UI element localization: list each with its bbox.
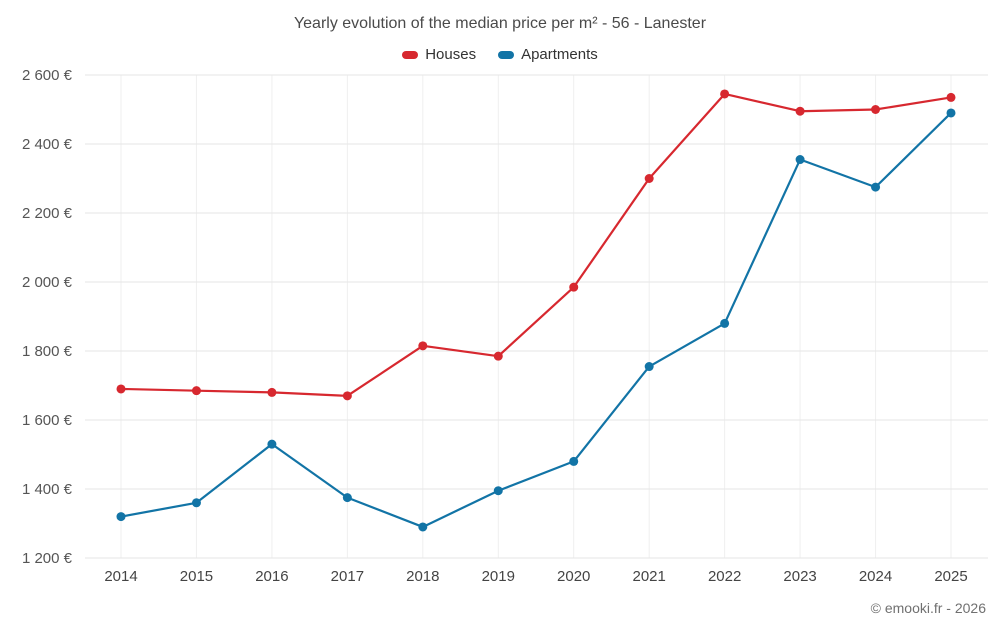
copyright-note: © emooki.fr - 2026 xyxy=(870,600,986,616)
data-point-houses-2021 xyxy=(644,174,654,183)
data-point-houses-2018 xyxy=(418,341,428,351)
y-tick-label: 2 400 € xyxy=(22,136,73,153)
data-point-houses-2022 xyxy=(720,89,730,99)
chart-legend: Houses Apartments xyxy=(0,46,1000,63)
legend-label: Apartments xyxy=(521,46,598,63)
data-point-apartments-2014 xyxy=(116,512,126,522)
series-line-apartments xyxy=(119,111,953,529)
legend-swatch-apartments xyxy=(498,50,515,59)
y-tick-label: 2 000 € xyxy=(22,274,73,291)
data-point-apartments-2024 xyxy=(871,182,881,192)
y-tick-label: 1 600 € xyxy=(22,412,73,429)
y-tick-label: 2 600 € xyxy=(22,67,73,84)
data-point-houses-2015 xyxy=(191,386,201,396)
chart-title: Yearly evolution of the median price per… xyxy=(293,15,707,32)
y-tick-label: 2 200 € xyxy=(22,205,73,222)
y-tick-label: 1 800 € xyxy=(22,343,73,360)
data-point-houses-2019 xyxy=(493,351,503,361)
data-point-houses-2023 xyxy=(795,106,805,116)
x-tick-label: 2018 xyxy=(406,568,439,585)
data-point-apartments-2021 xyxy=(644,362,654,372)
data-point-apartments-2023 xyxy=(795,155,805,165)
data-point-apartments-2016 xyxy=(267,439,277,449)
data-point-apartments-2018 xyxy=(418,522,428,532)
data-point-apartments-2019 xyxy=(493,486,503,496)
y-tick-label: 1 400 € xyxy=(22,481,73,498)
data-point-apartments-2015 xyxy=(191,498,201,508)
y-tick-label: 1 200 € xyxy=(22,550,73,567)
data-point-apartments-2025 xyxy=(946,108,956,118)
data-point-apartments-2017 xyxy=(342,493,352,503)
x-tick-label: 2025 xyxy=(934,568,967,585)
data-point-apartments-2020 xyxy=(569,456,579,466)
x-tick-label: 2017 xyxy=(331,568,364,585)
data-point-apartments-2022 xyxy=(720,318,730,328)
legend-swatch-houses xyxy=(402,50,419,59)
x-tick-label: 2015 xyxy=(180,568,213,585)
data-point-houses-2020 xyxy=(569,282,579,292)
data-point-houses-2014 xyxy=(116,384,126,394)
x-tick-label: 2019 xyxy=(482,568,515,585)
series-line-houses xyxy=(119,92,953,397)
x-tick-label: 2021 xyxy=(632,568,665,585)
x-tick-label: 2022 xyxy=(708,568,741,585)
x-tick-label: 2020 xyxy=(557,568,590,585)
data-point-houses-2016 xyxy=(267,387,277,397)
data-point-houses-2024 xyxy=(871,105,881,114)
data-point-houses-2017 xyxy=(342,391,352,401)
legend-label: Houses xyxy=(425,46,477,63)
x-tick-label: 2023 xyxy=(783,568,816,585)
legend-item-houses[interactable]: Houses xyxy=(402,46,476,63)
x-tick-label: 2024 xyxy=(859,568,892,585)
x-tick-label: 2016 xyxy=(255,568,288,585)
x-tick-label: 2014 xyxy=(104,568,137,585)
data-point-houses-2025 xyxy=(946,92,956,102)
legend-item-apartments[interactable]: Apartments xyxy=(498,46,598,63)
